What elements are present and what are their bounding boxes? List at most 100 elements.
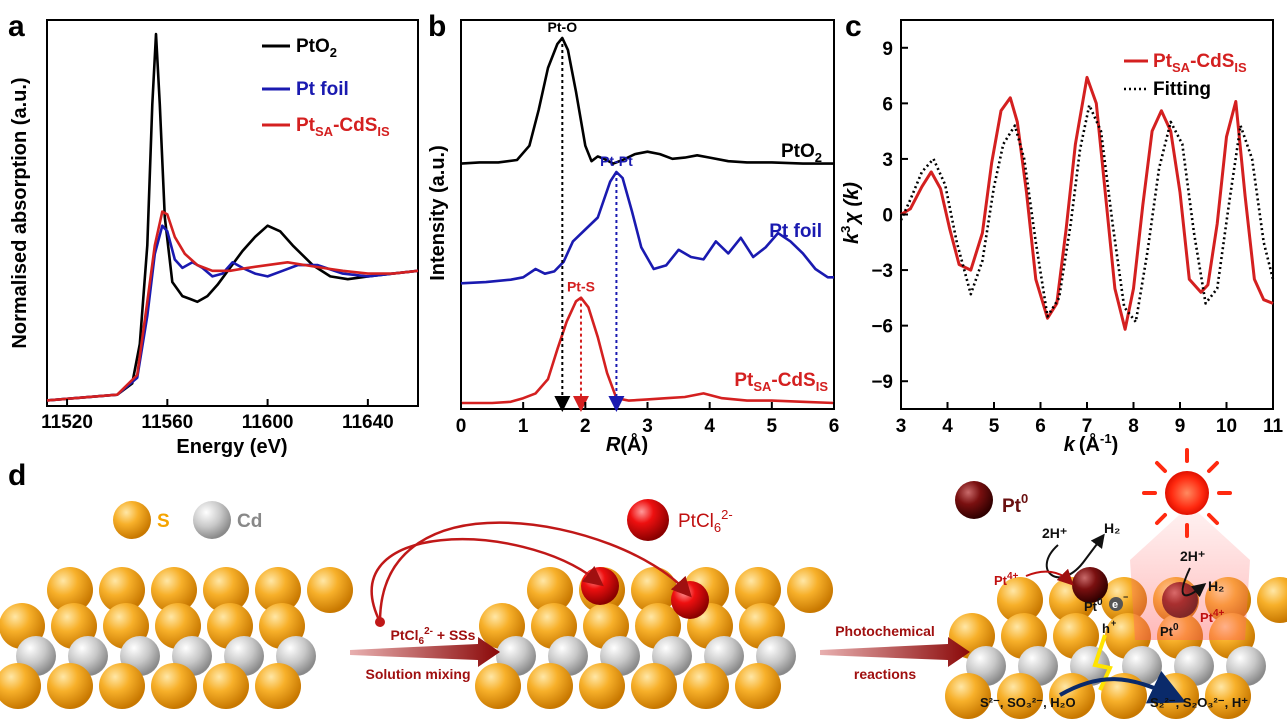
label-b-pto2: PtO2 <box>781 141 822 165</box>
panel-a-series-2 <box>46 210 419 402</box>
legend-s-label: S <box>157 511 170 532</box>
panel-a-series-0 <box>46 32 419 402</box>
panel-a-xtick-label: 11600 <box>242 412 294 433</box>
panel-label-b: b <box>428 10 446 43</box>
legend-a-ptfoil: Pt foil <box>296 79 349 100</box>
panel-c-series-1 <box>899 103 1275 324</box>
svg-text:h: h <box>1102 621 1110 636</box>
panel-a-plot: 11520 11560 11600 11640 Energy (eV) Normali… <box>9 19 419 458</box>
panel-b-series-0 <box>460 36 834 165</box>
panel-b-annot-2: Pt-S <box>567 279 595 295</box>
panel-c-xlabel: k (Å-1) <box>1064 431 1118 456</box>
oxidation-arrow <box>1059 670 1187 704</box>
panel-c-ytick-label: −9 <box>871 372 893 393</box>
legend-ptcl6-label: PtCl62- <box>678 507 733 535</box>
panel-c-ytick-label: 0 <box>882 206 893 227</box>
sacrificial-reactants: S²⁻, SO₃²⁻, H₂O <box>980 695 1076 710</box>
sun-icon <box>1130 448 1250 640</box>
panel-d-schematic: S Cd PtCl62- Pt0 PtCl62- + SSs Solution … <box>0 448 1287 719</box>
svg-text:+: + <box>1111 618 1116 628</box>
panel-c-xtick-label: 9 <box>1175 416 1186 437</box>
panel-c-xtick-label: 4 <box>942 416 953 437</box>
pt0-right-site: Pt0 <box>1160 622 1179 639</box>
panel-b-xtick-label: 3 <box>642 416 653 437</box>
label-b-ptsa: PtSA-CdSIS <box>734 370 828 394</box>
panel-a-xlabel: Energy (eV) <box>176 436 287 458</box>
pt4-right: Pt4+ <box>1200 608 1225 625</box>
panel-c-ytick-label: 3 <box>882 150 893 171</box>
s-atom <box>99 567 145 613</box>
s-atom <box>527 663 573 709</box>
legend-pt0-atom <box>955 481 993 519</box>
panel-a-series-1 <box>46 224 419 402</box>
panel-a-xtick-label: 11560 <box>141 412 193 433</box>
cds-slab-middle <box>475 567 833 709</box>
s-atom <box>735 663 781 709</box>
step1-bottom-label: Solution mixing <box>366 666 471 682</box>
panel-c-xtick-label: 8 <box>1128 416 1139 437</box>
panel-b-annot-0: Pt-O <box>548 19 578 35</box>
panel-b-xtick-label: 2 <box>580 416 591 437</box>
s-atom <box>1101 673 1147 719</box>
panel-b-series-1 <box>460 170 834 285</box>
step2-top-label: Photochemical <box>835 623 935 639</box>
legend-pt0-label: Pt0 <box>1002 491 1028 517</box>
svg-text:e: e <box>1112 599 1118 611</box>
panel-b-series-2 <box>461 296 835 405</box>
s-atom <box>255 663 301 709</box>
panel-a-frame <box>46 19 419 407</box>
panel-c-series-0 <box>900 75 1274 331</box>
panel-c-ylabel: k3χ (k) <box>838 182 863 244</box>
panel-c-xtick-label: 6 <box>1035 416 1046 437</box>
panel-c-xtick-label: 11 <box>1263 416 1284 437</box>
step1-top-label: PtCl62- + SSs <box>391 626 476 647</box>
panel-b-xtick-label: 4 <box>704 416 715 437</box>
panel-c-ytick-label: 6 <box>882 94 893 115</box>
panel-c-xtick-label: 3 <box>896 416 907 437</box>
s-atom <box>631 567 677 613</box>
h2-right-arrow <box>1181 567 1207 598</box>
panel-b-ylabel: Intensity (a.u.) <box>427 145 449 281</box>
s-atom <box>255 567 301 613</box>
panel-b-plot: Pt-O Pt-Pt Pt-S 0 1 2 3 4 5 6 R(Å) Intensity (a.… <box>427 19 839 456</box>
panel-c-ytick-label: −3 <box>871 261 893 282</box>
panel-label-a: a <box>8 10 25 43</box>
s-atom <box>683 663 729 709</box>
panel-label-d: d <box>8 459 26 492</box>
panel-c-legend: PtSA-CdSIS Fitting <box>1124 51 1247 100</box>
pt0-left-site: Pt0 <box>1084 597 1103 614</box>
s-atom <box>579 663 625 709</box>
s-atom <box>47 663 93 709</box>
legend-ptcl6-atom <box>627 499 669 541</box>
h2-right: H₂ <box>1208 578 1224 594</box>
s-atom <box>997 673 1043 719</box>
s-atom <box>151 663 197 709</box>
h2-left-arrow <box>1045 533 1105 579</box>
panel-c-xtick-label: 10 <box>1216 416 1237 437</box>
s-atom <box>203 567 249 613</box>
s-atom <box>47 567 93 613</box>
s-atom <box>527 567 573 613</box>
oxidation-products: S₂²⁻, S₂O₃²⁻, H⁺ <box>1150 695 1248 710</box>
panel-c-xtick-label: 5 <box>989 416 1000 437</box>
panel-b-xlabel: R(Å) <box>606 432 648 456</box>
panel-b-annot-1: Pt-Pt <box>600 153 633 169</box>
s-atom <box>99 663 145 709</box>
pt4-left: Pt4+ <box>994 571 1019 588</box>
label-b-ptfoil: Pt foil <box>769 221 822 242</box>
s-atom <box>997 577 1043 623</box>
h-plus-right: 2H⁺ <box>1180 548 1205 564</box>
pt4-left-arrow <box>1025 568 1074 586</box>
step2-bottom-label: reactions <box>854 666 916 682</box>
panel-b-xtick-label: 6 <box>829 416 840 437</box>
s-atom <box>1205 673 1251 719</box>
step1-arrow <box>350 637 500 667</box>
h-plus-left: 2H⁺ <box>1042 525 1067 541</box>
h2-left: H₂ <box>1104 520 1120 536</box>
legend-s-atom <box>113 501 151 539</box>
panel-c-ytick-label: 9 <box>882 39 893 60</box>
s-atom <box>475 663 521 709</box>
s-atom <box>1257 577 1287 623</box>
pt0-single-atom <box>1072 567 1108 603</box>
